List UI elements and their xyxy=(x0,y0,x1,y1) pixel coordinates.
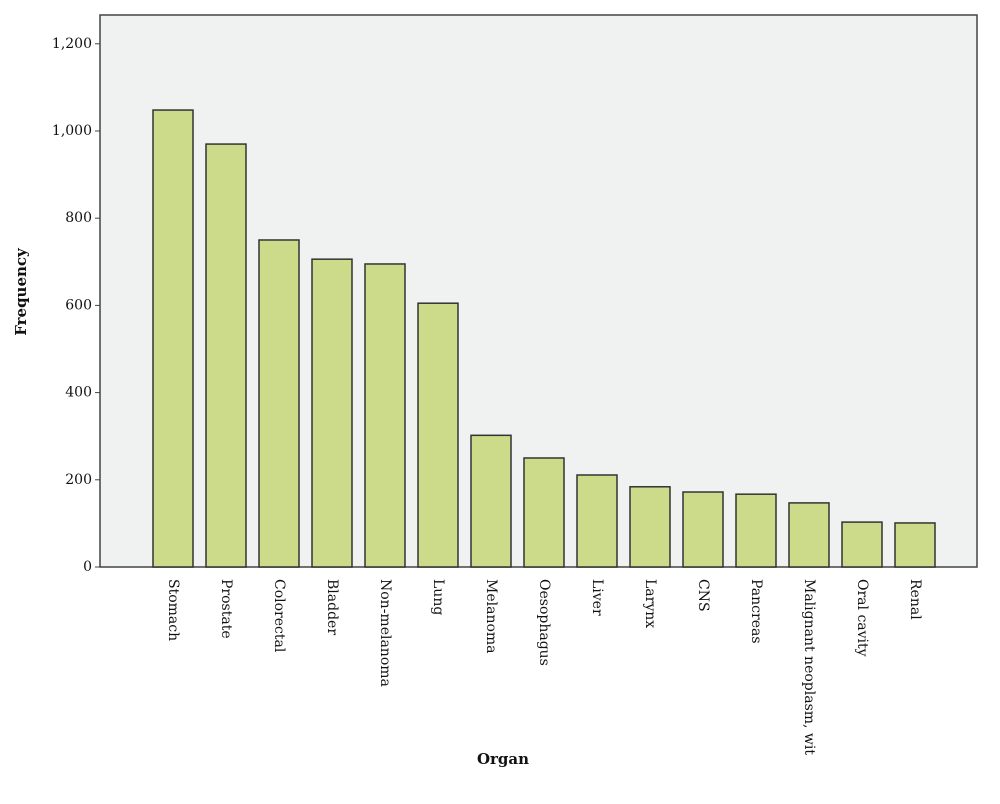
x-tick-label: Lung xyxy=(430,579,446,615)
x-tick-label: Oral cavity xyxy=(854,579,870,657)
x-tick-label: Renal xyxy=(907,579,923,620)
bar xyxy=(470,434,512,568)
bar xyxy=(523,457,565,568)
y-tick-label: 0 xyxy=(83,559,92,575)
bar xyxy=(258,239,300,568)
x-tick-label: Larynx xyxy=(642,579,658,628)
x-tick-label: Liver xyxy=(589,579,605,616)
x-tick-label: Malignant neoplasm, wit xyxy=(801,579,817,755)
bar xyxy=(841,521,883,568)
y-tick-label: 600 xyxy=(65,297,92,313)
bar xyxy=(894,522,936,568)
x-tick-label: Pancreas xyxy=(748,579,764,644)
bar xyxy=(311,258,353,568)
bar xyxy=(682,491,724,568)
bar xyxy=(417,302,459,568)
x-tick-label: Bladder xyxy=(324,579,340,635)
bar xyxy=(629,486,671,568)
bar xyxy=(152,109,194,568)
bar xyxy=(364,263,406,568)
x-tick-label: Prostate xyxy=(218,579,234,639)
y-tick-label: 400 xyxy=(65,385,92,401)
x-tick-label: CNS xyxy=(695,579,711,612)
y-axis-title: Frequency xyxy=(12,247,30,336)
bar xyxy=(788,502,830,568)
y-tick-label: 1,200 xyxy=(52,36,92,52)
x-tick-label: Melanoma xyxy=(483,579,499,654)
y-tick-label: 1,000 xyxy=(52,123,92,139)
x-tick-label: Stomach xyxy=(165,579,181,641)
x-tick-label: Non-melanoma xyxy=(377,579,393,687)
x-tick-label: Oesophagus xyxy=(536,579,552,666)
y-tick-label: 200 xyxy=(65,472,92,488)
bar xyxy=(735,493,777,568)
bar xyxy=(205,143,247,568)
bar xyxy=(576,474,618,568)
x-tick-label: Colorectal xyxy=(271,579,287,653)
y-tick-label: 800 xyxy=(65,210,92,226)
x-axis-title: Organ xyxy=(477,750,529,768)
